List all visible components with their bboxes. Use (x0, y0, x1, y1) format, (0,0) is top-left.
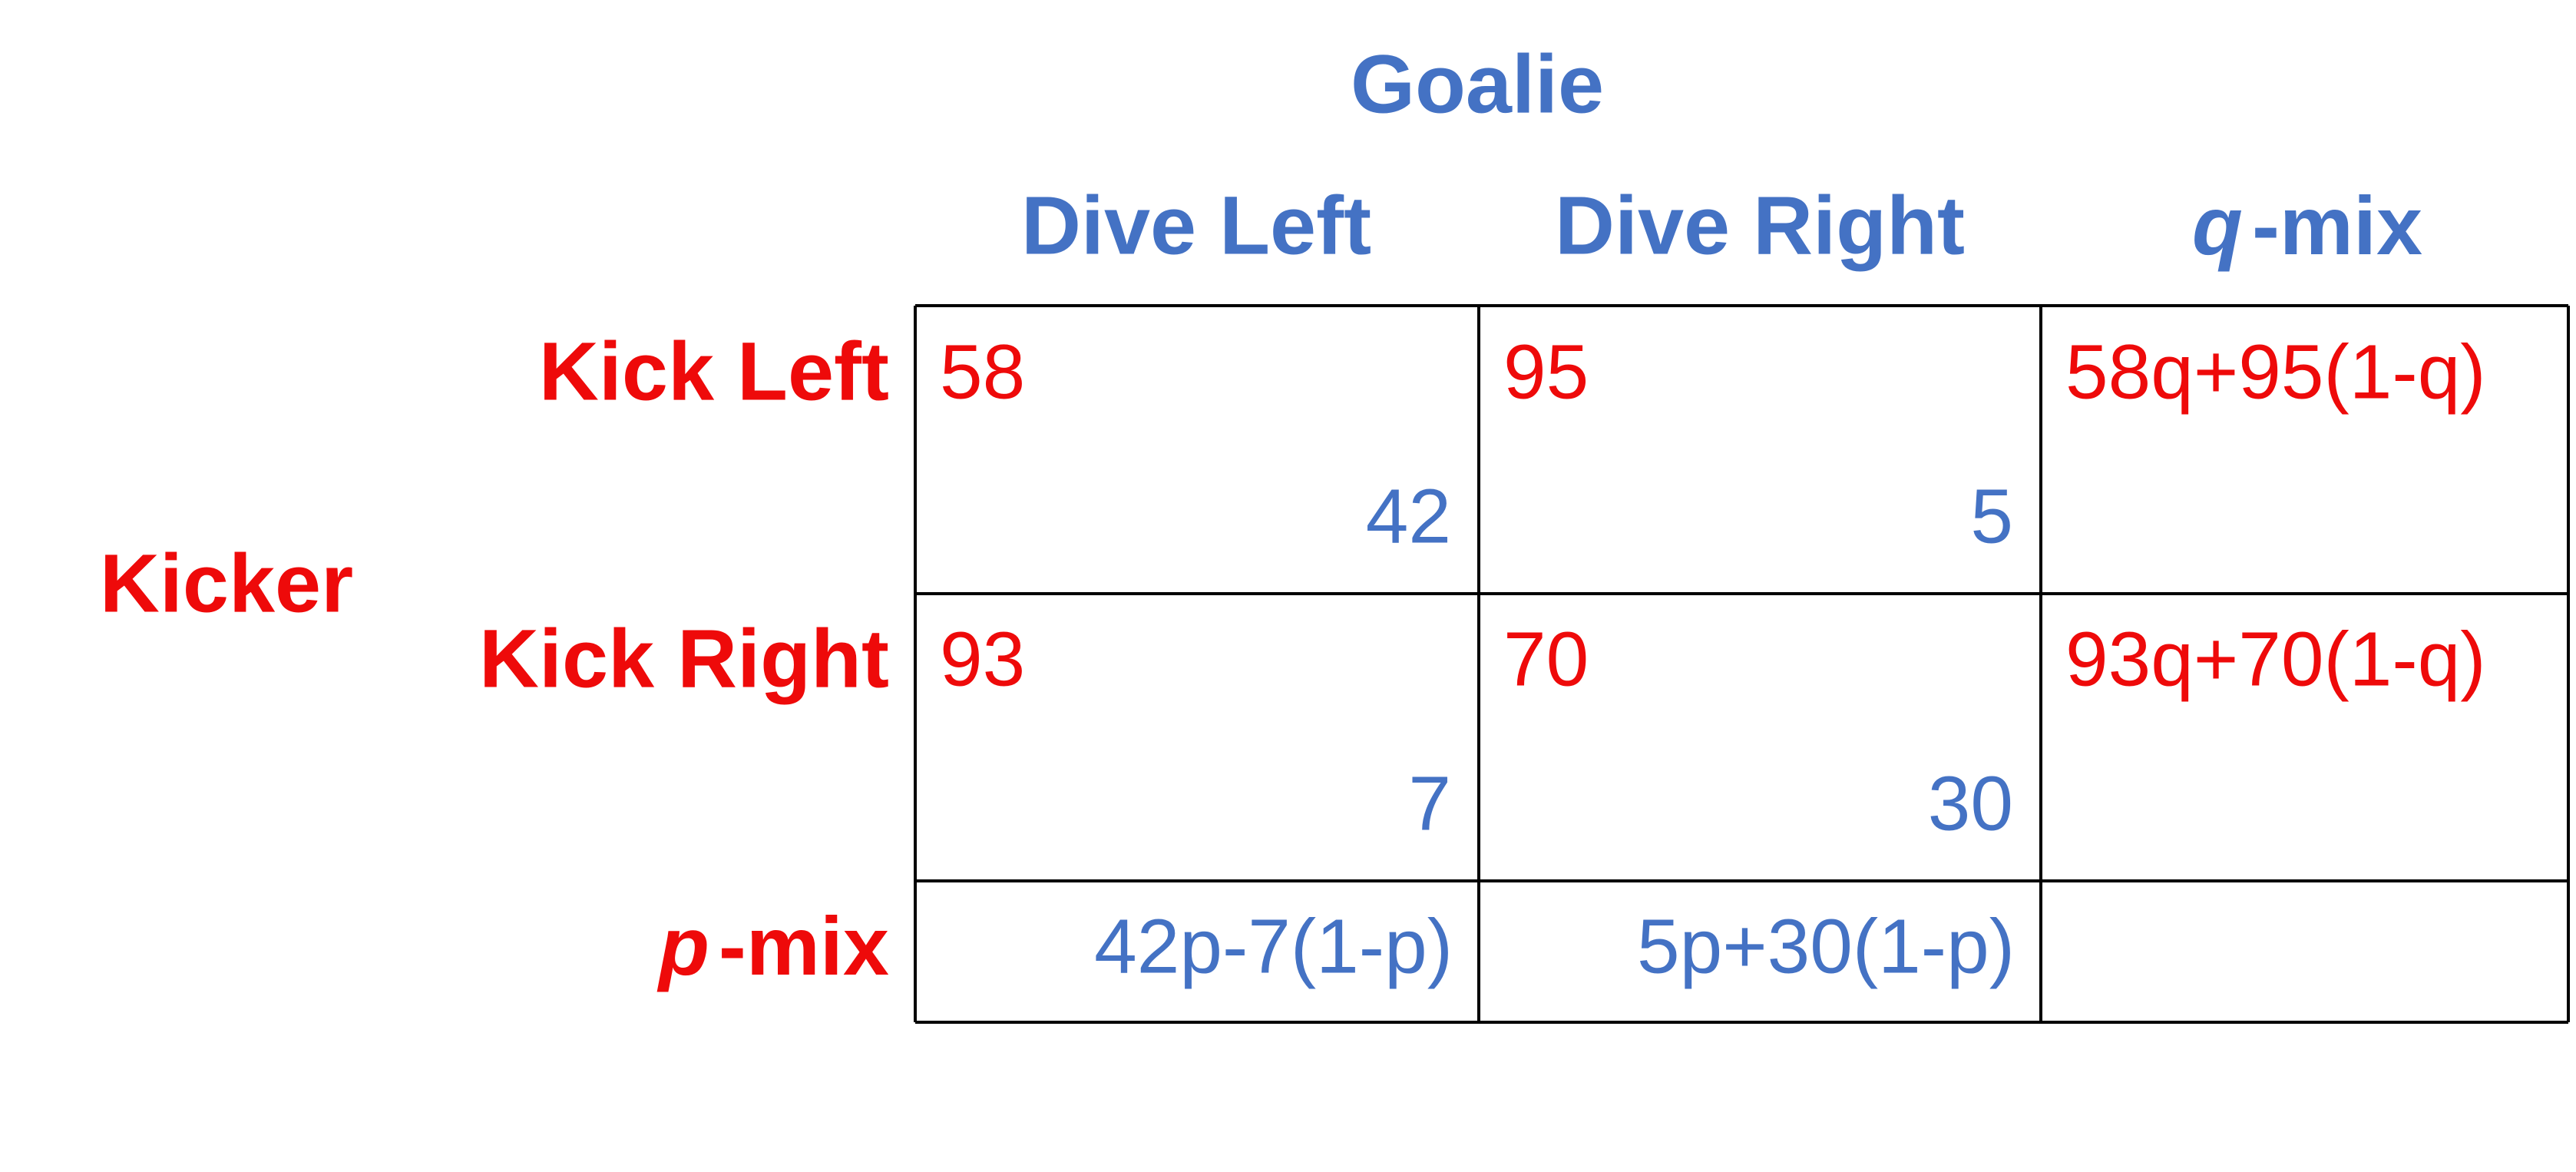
goalie-payoff: 7 (1408, 760, 1451, 846)
column-header: Dive Left (1021, 179, 1371, 272)
q-mix-payoff: 93q+70(1-q) (2065, 616, 2486, 702)
p-mix-payoff: 42p-7(1-p) (1094, 903, 1453, 989)
kicker-payoff: 95 (1503, 329, 1589, 415)
column-header: q -mix (2192, 179, 2422, 272)
kicker-payoff: 58 (940, 329, 1025, 415)
goalie-payoff: 5 (1970, 473, 2013, 559)
column-player: Goalie (1351, 38, 1604, 131)
mix-suffix: -mix (719, 899, 889, 992)
p-mix-payoff: 5p+30(1-p) (1637, 903, 2015, 989)
goalie-payoff: 42 (1366, 473, 1451, 559)
column-header: Dive Right (1555, 179, 1965, 272)
q-mix-payoff: 58q+95(1-q) (2065, 329, 2486, 415)
kicker-payoff: 93 (940, 616, 1025, 702)
row-header: Kick Left (539, 325, 889, 418)
kicker-payoff: 70 (1503, 616, 1589, 702)
row-player: Kicker (100, 537, 353, 630)
mix-suffix: -mix (2252, 179, 2422, 272)
mix-variable: q (2192, 179, 2243, 272)
row-header: p -mix (656, 899, 889, 992)
goalie-payoff: 30 (1928, 760, 2013, 846)
grid (914, 304, 2570, 1024)
mix-variable: p (656, 899, 709, 992)
row-header: Kick Right (479, 612, 889, 705)
